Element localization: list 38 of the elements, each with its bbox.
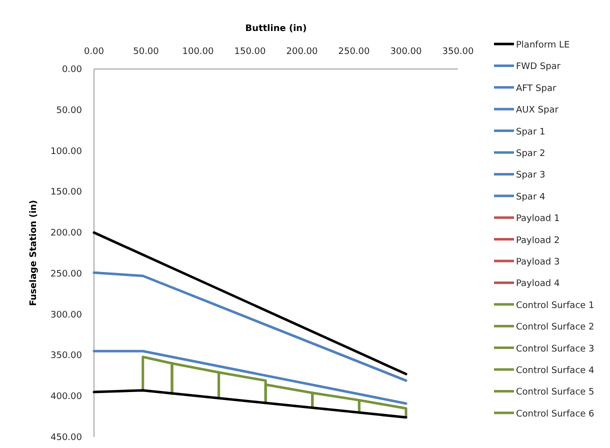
y-tick-label: 350.00 bbox=[50, 351, 82, 362]
legend-label: Control Surface 3 bbox=[516, 344, 594, 354]
legend-label: Planform LE bbox=[516, 40, 570, 50]
x-tick-label: 0.00 bbox=[84, 47, 104, 57]
legend-label: Control Surface 6 bbox=[516, 409, 595, 420]
y-tick-label: 100.00 bbox=[50, 146, 82, 157]
x-tick-label: 100.00 bbox=[182, 47, 214, 57]
legend-label: Payload 2 bbox=[516, 236, 560, 246]
y-tick-label: 400.00 bbox=[50, 392, 82, 402]
legend-label: Spar 1 bbox=[516, 127, 546, 138]
legend-label: Spar 2 bbox=[516, 149, 546, 159]
x-tick-label: 50.00 bbox=[133, 47, 160, 57]
x-tick-label: 150.00 bbox=[234, 47, 266, 57]
y-tick-label: 450.00 bbox=[50, 433, 82, 443]
legend-label: Spar 3 bbox=[516, 170, 546, 181]
x-tick-label: 350.00 bbox=[442, 47, 474, 57]
legend-label: Payload 1 bbox=[516, 214, 560, 224]
legend-label: Control Surface 1 bbox=[516, 300, 594, 311]
legend-label: Control Surface 5 bbox=[516, 388, 594, 398]
legend-label: Payload 3 bbox=[516, 258, 560, 268]
y-tick-label: 0.00 bbox=[62, 65, 82, 75]
x-tick-label: 300.00 bbox=[390, 47, 422, 57]
legend-label: Spar 4 bbox=[516, 192, 546, 202]
x-tick-label: 200.00 bbox=[286, 47, 318, 57]
x-tick-label: 250.00 bbox=[338, 47, 370, 57]
y-tick-label: 250.00 bbox=[50, 269, 82, 280]
y-tick-label: 50.00 bbox=[56, 106, 82, 116]
legend-label: Payload 4 bbox=[516, 279, 560, 290]
legend-label: Control Surface 4 bbox=[516, 366, 595, 376]
legend-label: AFT Spar bbox=[516, 84, 556, 94]
legend-label: AUX Spar bbox=[516, 106, 559, 116]
legend-label: Control Surface 2 bbox=[516, 322, 594, 333]
y-tick-label: 150.00 bbox=[50, 188, 82, 198]
x-axis-title: Buttline (in) bbox=[245, 24, 307, 34]
y-tick-label: 200.00 bbox=[50, 228, 82, 239]
legend-label: FWD Spar bbox=[516, 62, 561, 72]
y-axis-title: Fuselage Station (in) bbox=[29, 200, 39, 306]
y-tick-label: 300.00 bbox=[50, 310, 82, 320]
